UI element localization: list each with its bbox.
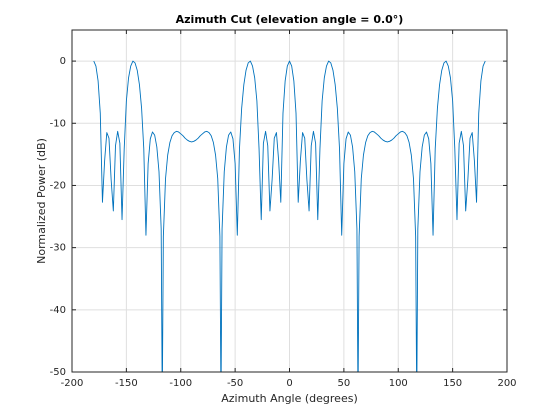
- x-tick-label: 100: [389, 378, 408, 389]
- x-tick-label: 200: [497, 378, 516, 389]
- y-axis-label: Normalized Power (dB): [35, 138, 48, 264]
- x-tick-label: -200: [61, 378, 84, 389]
- chart-title: Azimuth Cut (elevation angle = 0.0°): [176, 13, 404, 26]
- y-tick-label: -10: [50, 118, 66, 129]
- y-tick-label: -50: [50, 367, 66, 378]
- x-tick-label: 150: [443, 378, 462, 389]
- x-tick-label: -100: [169, 378, 192, 389]
- x-tick-label: -150: [115, 378, 138, 389]
- y-tick-label: -30: [50, 243, 66, 254]
- lines: [93, 60, 486, 372]
- x-tick-label: -50: [227, 378, 243, 389]
- x-axis-label: Azimuth Angle (degrees): [221, 392, 358, 405]
- x-tick-label: 0: [286, 378, 292, 389]
- y-tick-label: -40: [50, 305, 66, 316]
- data-line: [93, 60, 486, 372]
- y-tick-label: 0: [60, 56, 66, 67]
- ticks: -200 -150 -100 -50 0 50 100 150 200-50-40-30-20-…: [50, 30, 517, 389]
- y-tick-label: -20: [50, 180, 66, 191]
- x-tick-label: 50: [338, 378, 351, 389]
